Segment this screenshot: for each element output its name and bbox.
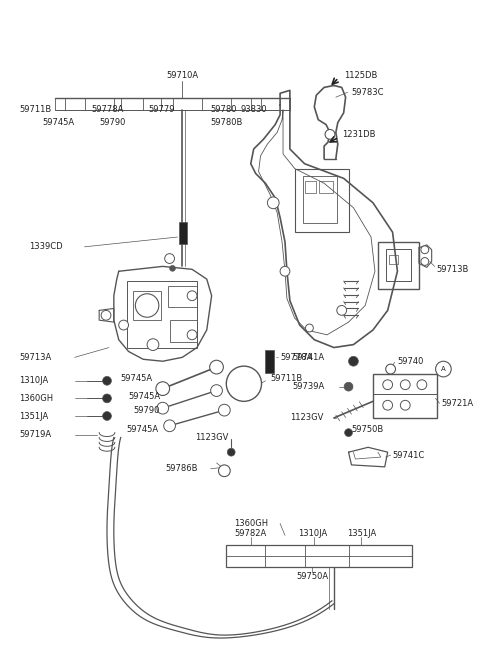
Bar bbox=[302, 176, 337, 223]
Circle shape bbox=[325, 130, 335, 140]
Circle shape bbox=[400, 380, 410, 390]
Text: 1360GH: 1360GH bbox=[234, 519, 268, 528]
Bar bbox=[133, 291, 161, 320]
Text: A: A bbox=[441, 366, 446, 372]
Circle shape bbox=[218, 404, 230, 416]
Text: 59790: 59790 bbox=[133, 405, 160, 415]
Bar bbox=[226, 545, 412, 567]
Circle shape bbox=[267, 197, 279, 209]
Text: 59780B: 59780B bbox=[211, 118, 243, 127]
Text: 1339CD: 1339CD bbox=[29, 242, 62, 252]
Circle shape bbox=[187, 291, 197, 301]
Circle shape bbox=[103, 394, 111, 403]
Text: 59711B: 59711B bbox=[19, 105, 51, 115]
Text: 59786B: 59786B bbox=[166, 464, 198, 474]
Text: 59741C: 59741C bbox=[393, 451, 425, 460]
Bar bbox=[295, 168, 348, 232]
Text: 59745A: 59745A bbox=[127, 425, 159, 434]
Text: 59713B: 59713B bbox=[436, 265, 469, 274]
Circle shape bbox=[435, 362, 451, 377]
Circle shape bbox=[135, 293, 159, 317]
Text: 59778A: 59778A bbox=[91, 105, 124, 115]
Text: 59740: 59740 bbox=[397, 357, 424, 365]
Circle shape bbox=[103, 411, 111, 421]
Text: 59741A: 59741A bbox=[293, 353, 325, 362]
Text: 59713A: 59713A bbox=[19, 353, 51, 362]
Text: 1360GH: 1360GH bbox=[19, 394, 53, 403]
Text: 59750B: 59750B bbox=[351, 425, 384, 434]
Circle shape bbox=[421, 246, 429, 253]
Circle shape bbox=[156, 382, 169, 396]
Text: 59780: 59780 bbox=[211, 105, 237, 115]
Text: 59790: 59790 bbox=[99, 118, 126, 127]
Circle shape bbox=[119, 320, 129, 330]
Bar bbox=[389, 255, 398, 265]
Circle shape bbox=[226, 366, 262, 402]
Text: 93830: 93830 bbox=[241, 105, 268, 115]
Text: 59778A: 59778A bbox=[280, 353, 312, 362]
Text: 1310JA: 1310JA bbox=[298, 529, 327, 538]
Circle shape bbox=[344, 383, 353, 391]
Circle shape bbox=[345, 429, 352, 436]
Circle shape bbox=[211, 384, 222, 396]
Circle shape bbox=[103, 377, 111, 385]
Circle shape bbox=[157, 402, 168, 414]
Circle shape bbox=[164, 420, 176, 432]
Bar bbox=[373, 374, 436, 418]
Text: 1231DB: 1231DB bbox=[342, 130, 375, 139]
Bar bbox=[180, 223, 187, 244]
Bar bbox=[168, 286, 197, 307]
Circle shape bbox=[280, 267, 290, 276]
Text: 59782A: 59782A bbox=[235, 529, 267, 538]
Circle shape bbox=[383, 400, 393, 410]
Circle shape bbox=[187, 330, 197, 340]
Circle shape bbox=[348, 356, 359, 366]
Bar bbox=[386, 249, 411, 281]
Circle shape bbox=[218, 465, 230, 477]
Text: 59739A: 59739A bbox=[293, 382, 325, 391]
Text: 1310JA: 1310JA bbox=[19, 376, 48, 385]
Bar bbox=[265, 350, 274, 373]
Circle shape bbox=[383, 380, 393, 390]
Text: 59721A: 59721A bbox=[442, 399, 474, 408]
Circle shape bbox=[386, 364, 396, 374]
Circle shape bbox=[305, 324, 313, 332]
Bar bbox=[169, 320, 197, 342]
Text: 59783C: 59783C bbox=[351, 88, 384, 97]
Bar bbox=[127, 281, 197, 348]
Text: 1351JA: 1351JA bbox=[19, 411, 48, 421]
Text: 1123GV: 1123GV bbox=[195, 433, 228, 442]
Text: 1351JA: 1351JA bbox=[347, 529, 376, 538]
Text: 59719A: 59719A bbox=[19, 430, 51, 439]
Text: 59745A: 59745A bbox=[42, 118, 74, 127]
Circle shape bbox=[421, 257, 429, 265]
Circle shape bbox=[228, 448, 235, 456]
Circle shape bbox=[400, 400, 410, 410]
Bar bbox=[378, 242, 419, 289]
Circle shape bbox=[210, 360, 223, 374]
Text: 59711B: 59711B bbox=[270, 375, 302, 383]
Text: 59750A: 59750A bbox=[296, 572, 328, 581]
Circle shape bbox=[169, 265, 176, 271]
Text: 59779: 59779 bbox=[148, 105, 175, 115]
Circle shape bbox=[101, 310, 111, 320]
Text: 1123GV: 1123GV bbox=[290, 413, 323, 422]
Circle shape bbox=[417, 380, 427, 390]
Circle shape bbox=[147, 339, 159, 350]
Text: 1125DB: 1125DB bbox=[344, 71, 377, 80]
Text: 59745A: 59745A bbox=[129, 392, 161, 401]
Text: 59745A: 59745A bbox=[121, 375, 153, 383]
Text: 59710A: 59710A bbox=[166, 71, 198, 80]
Circle shape bbox=[337, 305, 347, 315]
Circle shape bbox=[165, 253, 174, 263]
Bar bbox=[304, 181, 316, 193]
Bar bbox=[319, 181, 333, 193]
